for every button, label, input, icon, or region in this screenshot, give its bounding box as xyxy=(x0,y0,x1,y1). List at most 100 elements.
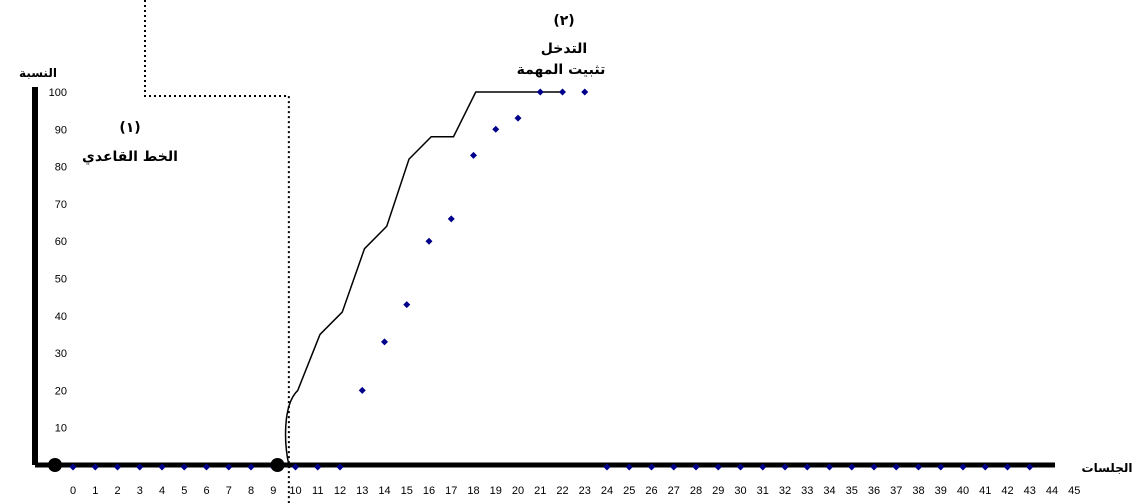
x-tick-label: 29 xyxy=(712,485,724,497)
x-tick-label: 0 xyxy=(70,485,76,497)
x-tick-label: 43 xyxy=(1024,485,1036,497)
y-tick-label: 20 xyxy=(55,385,67,397)
data-point-group xyxy=(48,88,1034,472)
data-point xyxy=(959,463,967,471)
data-point xyxy=(937,463,945,471)
data-point xyxy=(759,463,767,471)
baseline-phase-label: الخط القاعدي xyxy=(82,149,178,166)
x-tick-label: 40 xyxy=(957,485,969,497)
intervention-phase-label: التدخل xyxy=(541,41,587,57)
y-tick-label: 50 xyxy=(55,274,67,286)
x-tick-label: 4 xyxy=(159,485,165,497)
x-tick-label: 28 xyxy=(690,485,702,497)
data-point xyxy=(203,463,210,471)
data-point xyxy=(737,463,744,471)
x-tick-label: 27 xyxy=(668,485,680,497)
x-tick-label: 9 xyxy=(270,485,276,497)
x-tick-label: 31 xyxy=(757,485,769,497)
y-tick-label: 10 xyxy=(55,423,67,435)
y-tick-label: 30 xyxy=(55,348,67,360)
x-tick-label: 26 xyxy=(645,485,657,497)
data-point xyxy=(447,215,455,223)
data-point xyxy=(1026,463,1034,471)
trend-line-group xyxy=(284,91,565,466)
x-tick-label: 6 xyxy=(203,485,209,497)
y-tick-label: 80 xyxy=(55,162,67,174)
data-point xyxy=(381,338,388,346)
x-tick-label: 21 xyxy=(534,485,546,497)
data-point xyxy=(180,463,188,471)
x-tick-label: 23 xyxy=(579,485,591,497)
data-point xyxy=(559,88,566,96)
x-tick-label: 17 xyxy=(445,485,457,497)
x-tick-label: 1 xyxy=(92,485,98,497)
y-tick-label: 90 xyxy=(55,124,67,136)
y-tick-label: 40 xyxy=(55,311,67,323)
data-point xyxy=(625,463,633,471)
x-tick-label: 14 xyxy=(378,485,390,497)
data-point xyxy=(247,463,255,471)
data-point xyxy=(915,463,922,471)
data-point xyxy=(581,88,589,96)
x-tick-label: 44 xyxy=(1046,485,1058,497)
x-tick-label: 25 xyxy=(623,485,635,497)
x-tick-label: 38 xyxy=(912,485,924,497)
x-tick-label: 34 xyxy=(823,485,835,497)
y-tick-label: 100 xyxy=(49,87,67,99)
data-point xyxy=(91,463,99,471)
data-point xyxy=(225,463,233,471)
baseline-marker xyxy=(270,458,285,472)
intervention-phase-sublabel: تثبيت المهمة xyxy=(517,62,606,78)
x-tick-label: 8 xyxy=(248,485,254,497)
data-point xyxy=(69,463,77,471)
x-tick-label: 19 xyxy=(490,485,502,497)
data-point xyxy=(826,463,833,471)
data-point xyxy=(603,463,611,471)
x-tick-label: 18 xyxy=(467,485,479,497)
data-point xyxy=(648,463,655,471)
data-point xyxy=(492,125,500,133)
x-tick-label: 41 xyxy=(979,485,991,497)
data-point xyxy=(514,114,522,122)
data-point xyxy=(425,237,433,245)
x-tick-label: 30 xyxy=(734,485,746,497)
x-tick-label: 45 xyxy=(1068,485,1080,497)
data-point xyxy=(714,463,722,471)
y-tick-label: 60 xyxy=(55,236,67,248)
intervention-phase-number: (٢) xyxy=(553,13,574,29)
data-point xyxy=(136,463,144,471)
data-point xyxy=(803,463,811,471)
x-tick-label: 15 xyxy=(401,485,413,497)
x-tick-label: 24 xyxy=(601,485,613,497)
data-point xyxy=(158,463,166,471)
x-tick-label: 11 xyxy=(312,485,323,497)
x-tick-label: 36 xyxy=(868,485,880,497)
x-tick-label: 42 xyxy=(1001,485,1013,497)
x-tick-label: 35 xyxy=(846,485,858,497)
data-point xyxy=(358,386,366,394)
x-tick-label: 13 xyxy=(356,485,368,497)
x-axis-title: الجلسات xyxy=(1082,461,1133,475)
data-point xyxy=(892,463,900,471)
data-point xyxy=(536,88,544,96)
x-tick-label: 37 xyxy=(890,485,902,497)
baseline-marker xyxy=(48,458,62,472)
data-point xyxy=(114,463,121,471)
x-tick-label: 7 xyxy=(226,485,232,497)
x-tick-label: 20 xyxy=(512,485,524,497)
axes xyxy=(32,87,1055,468)
y-tick-label: 70 xyxy=(55,199,67,211)
data-point xyxy=(403,301,411,309)
data-point xyxy=(848,463,856,471)
data-point xyxy=(1004,463,1011,471)
data-point xyxy=(314,463,322,471)
data-point xyxy=(336,463,344,471)
x-tick-label: 39 xyxy=(935,485,947,497)
x-tick-label: 5 xyxy=(181,485,187,497)
phase-divider-group xyxy=(144,0,290,503)
data-point xyxy=(870,463,878,471)
phase-divider-line xyxy=(144,0,290,503)
y-axis-title: النسبة xyxy=(19,66,57,80)
x-tick-label: 10 xyxy=(289,485,301,497)
